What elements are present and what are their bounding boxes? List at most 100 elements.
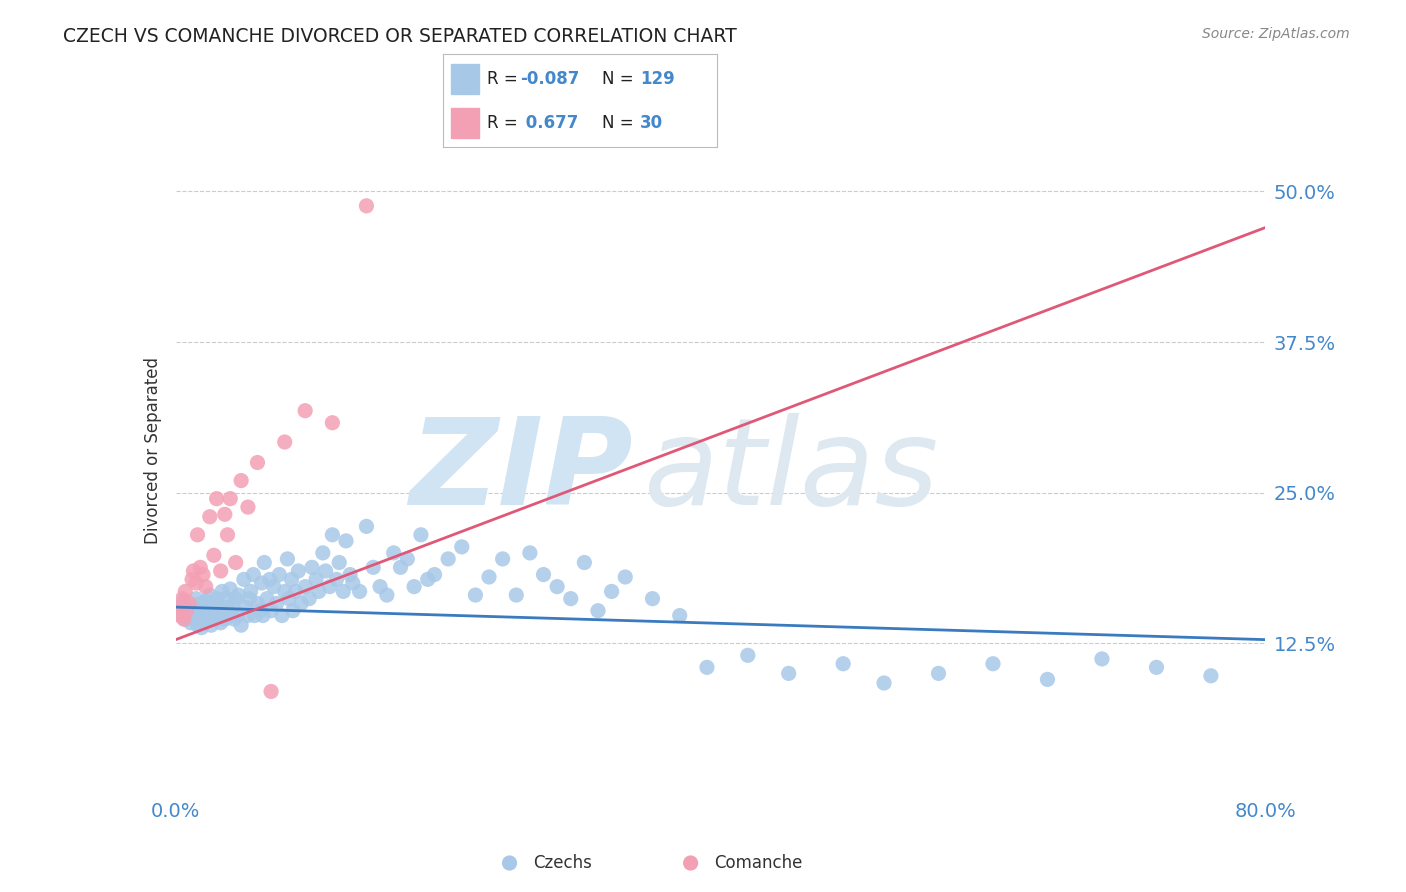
Point <box>668 608 690 623</box>
Point <box>464 588 486 602</box>
Text: Czechs: Czechs <box>533 854 592 872</box>
Point <box>1036 673 1059 687</box>
Point <box>325 573 347 587</box>
Point <box>173 612 195 626</box>
Text: 30: 30 <box>640 114 664 132</box>
Point <box>209 564 232 578</box>
Point <box>242 567 264 582</box>
Point <box>184 600 207 615</box>
Point <box>179 600 201 615</box>
Point <box>209 615 232 630</box>
Point <box>478 570 501 584</box>
Text: 129: 129 <box>640 70 675 87</box>
Point <box>186 618 209 632</box>
Point <box>198 509 221 524</box>
Point <box>308 584 330 599</box>
Point <box>416 573 439 587</box>
Point <box>335 533 357 548</box>
Point <box>176 608 198 623</box>
Point <box>179 597 201 611</box>
Point <box>173 594 195 608</box>
Point <box>219 491 242 506</box>
Point <box>222 600 245 615</box>
Point <box>375 588 398 602</box>
Point <box>298 591 321 606</box>
Point <box>174 612 197 626</box>
Point <box>204 612 226 626</box>
Point <box>1199 669 1222 683</box>
Point <box>250 576 273 591</box>
Point <box>174 584 197 599</box>
Point <box>492 552 515 566</box>
Point <box>176 604 198 618</box>
Point <box>546 580 568 594</box>
Point <box>342 576 364 591</box>
Point <box>290 597 312 611</box>
Point <box>437 552 460 566</box>
Point <box>696 660 718 674</box>
Point <box>356 199 378 213</box>
Point <box>198 608 221 623</box>
Point <box>217 528 239 542</box>
Text: -0.087: -0.087 <box>520 70 579 87</box>
Point <box>233 600 256 615</box>
Point <box>246 597 269 611</box>
Point <box>186 591 208 606</box>
Point <box>389 560 412 574</box>
Point <box>356 519 378 533</box>
Point <box>252 608 274 623</box>
Point <box>226 608 249 623</box>
Point <box>404 580 426 594</box>
Point <box>246 456 269 470</box>
Point <box>328 556 350 570</box>
Point <box>186 576 208 591</box>
Text: ZIP: ZIP <box>409 413 633 530</box>
Point <box>287 564 309 578</box>
Point <box>409 528 432 542</box>
Point <box>301 560 323 574</box>
Point <box>231 474 253 488</box>
Point <box>253 556 276 570</box>
Point <box>186 528 209 542</box>
Point <box>259 573 281 587</box>
Bar <box>451 108 478 138</box>
Point <box>519 546 541 560</box>
Point <box>312 546 335 560</box>
Point <box>224 612 246 626</box>
Text: 0.677: 0.677 <box>520 114 578 132</box>
Point <box>232 573 254 587</box>
Text: atlas: atlas <box>644 413 939 530</box>
Point <box>600 584 623 599</box>
Point <box>281 604 304 618</box>
Point <box>219 582 242 596</box>
Point <box>614 570 637 584</box>
Point <box>236 500 259 514</box>
Point <box>217 600 239 615</box>
Point <box>249 604 271 618</box>
Point <box>183 564 205 578</box>
Point <box>188 560 211 574</box>
Text: CZECH VS COMANCHE DIVORCED OR SEPARATED CORRELATION CHART: CZECH VS COMANCHE DIVORCED OR SEPARATED … <box>63 27 737 45</box>
Point <box>873 676 896 690</box>
Point <box>170 600 193 615</box>
Point <box>574 556 596 570</box>
Point <box>172 591 194 606</box>
Point <box>243 608 266 623</box>
Point <box>832 657 855 671</box>
Point <box>332 584 354 599</box>
Point <box>181 606 204 620</box>
Point <box>284 584 307 599</box>
Point <box>315 564 337 578</box>
Point <box>368 580 391 594</box>
Point <box>205 491 228 506</box>
Point <box>169 608 191 623</box>
Point <box>321 416 343 430</box>
Point <box>183 612 205 626</box>
Point <box>193 608 215 623</box>
Point <box>170 608 193 623</box>
Point <box>181 573 204 587</box>
Point <box>450 540 472 554</box>
Point <box>276 552 298 566</box>
Point <box>180 615 202 630</box>
Point <box>191 600 214 615</box>
